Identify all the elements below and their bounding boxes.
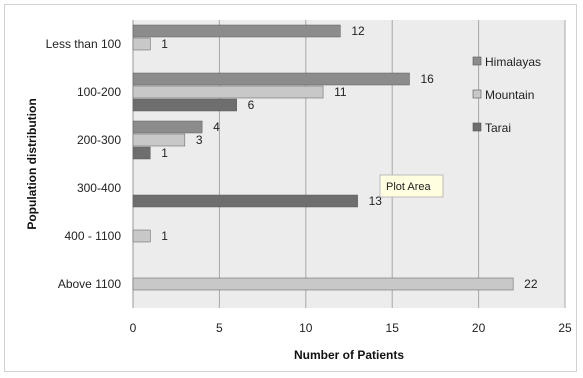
legend-swatch-himalayas bbox=[472, 56, 482, 66]
bar-mountain[interactable] bbox=[132, 133, 186, 147]
bar-himalayas[interactable] bbox=[132, 72, 410, 86]
y-tick-label: Above 1100 bbox=[58, 277, 121, 291]
data-label: 11 bbox=[334, 85, 347, 99]
tooltip-box bbox=[379, 174, 444, 198]
plot-area-tooltip: Plot Area bbox=[379, 174, 444, 198]
legend-label-himalayas: Himalayas bbox=[485, 55, 541, 69]
y-tick-label: 300-400 bbox=[77, 181, 121, 195]
bar-himalayas[interactable] bbox=[132, 120, 203, 134]
legend-label-mountain: Mountain bbox=[485, 88, 534, 102]
x-tick-label: 25 bbox=[558, 321, 572, 335]
x-tick-label: 5 bbox=[216, 321, 223, 335]
legend-swatch-tarai bbox=[472, 122, 482, 132]
x-tick-label: 10 bbox=[299, 321, 313, 335]
bar-mountain[interactable] bbox=[132, 229, 151, 243]
legend: Himalayas Mountain Tarai bbox=[472, 55, 541, 135]
bar-himalayas[interactable] bbox=[132, 24, 341, 38]
data-label: 13 bbox=[369, 194, 383, 208]
legend-label-tarai: Tarai bbox=[485, 121, 511, 135]
data-label: 22 bbox=[524, 277, 538, 291]
bar-mountain[interactable] bbox=[132, 277, 514, 291]
y-axis-title: Population distribution bbox=[25, 98, 39, 229]
data-label: 1 bbox=[161, 229, 168, 243]
y-tick-label: 400 - 1100 bbox=[65, 229, 122, 243]
y-tick-label: 200-300 bbox=[77, 133, 121, 147]
y-tick-label: Less than 100 bbox=[46, 37, 122, 51]
data-label: 1 bbox=[161, 37, 168, 51]
bar-tarai[interactable] bbox=[132, 98, 237, 112]
bars bbox=[132, 24, 514, 291]
x-tick-label: 0 bbox=[130, 321, 137, 335]
data-label: 6 bbox=[248, 98, 255, 112]
bar-mountain[interactable] bbox=[132, 85, 324, 99]
data-label: 12 bbox=[351, 24, 365, 38]
data-label: 16 bbox=[420, 72, 434, 86]
bar-tarai[interactable] bbox=[132, 146, 151, 160]
data-label: 1 bbox=[161, 146, 168, 160]
data-label: 3 bbox=[196, 133, 203, 147]
bar-mountain[interactable] bbox=[132, 37, 151, 51]
legend-swatch-mountain bbox=[472, 89, 482, 99]
gridlines bbox=[132, 20, 566, 308]
x-tick-label: 20 bbox=[472, 321, 486, 335]
bar-tarai[interactable] bbox=[132, 194, 358, 208]
plot-area[interactable] bbox=[133, 20, 565, 308]
data-label: 4 bbox=[213, 120, 220, 134]
x-axis-title: Number of Patients bbox=[294, 348, 404, 362]
tooltip-text: Plot Area bbox=[386, 181, 432, 193]
x-tick-label: 15 bbox=[386, 321, 400, 335]
axis-ticks: Less than 100 100-200 200-300 300-400 400 - … bbox=[46, 37, 572, 335]
y-tick-label: 100-200 bbox=[77, 85, 121, 99]
